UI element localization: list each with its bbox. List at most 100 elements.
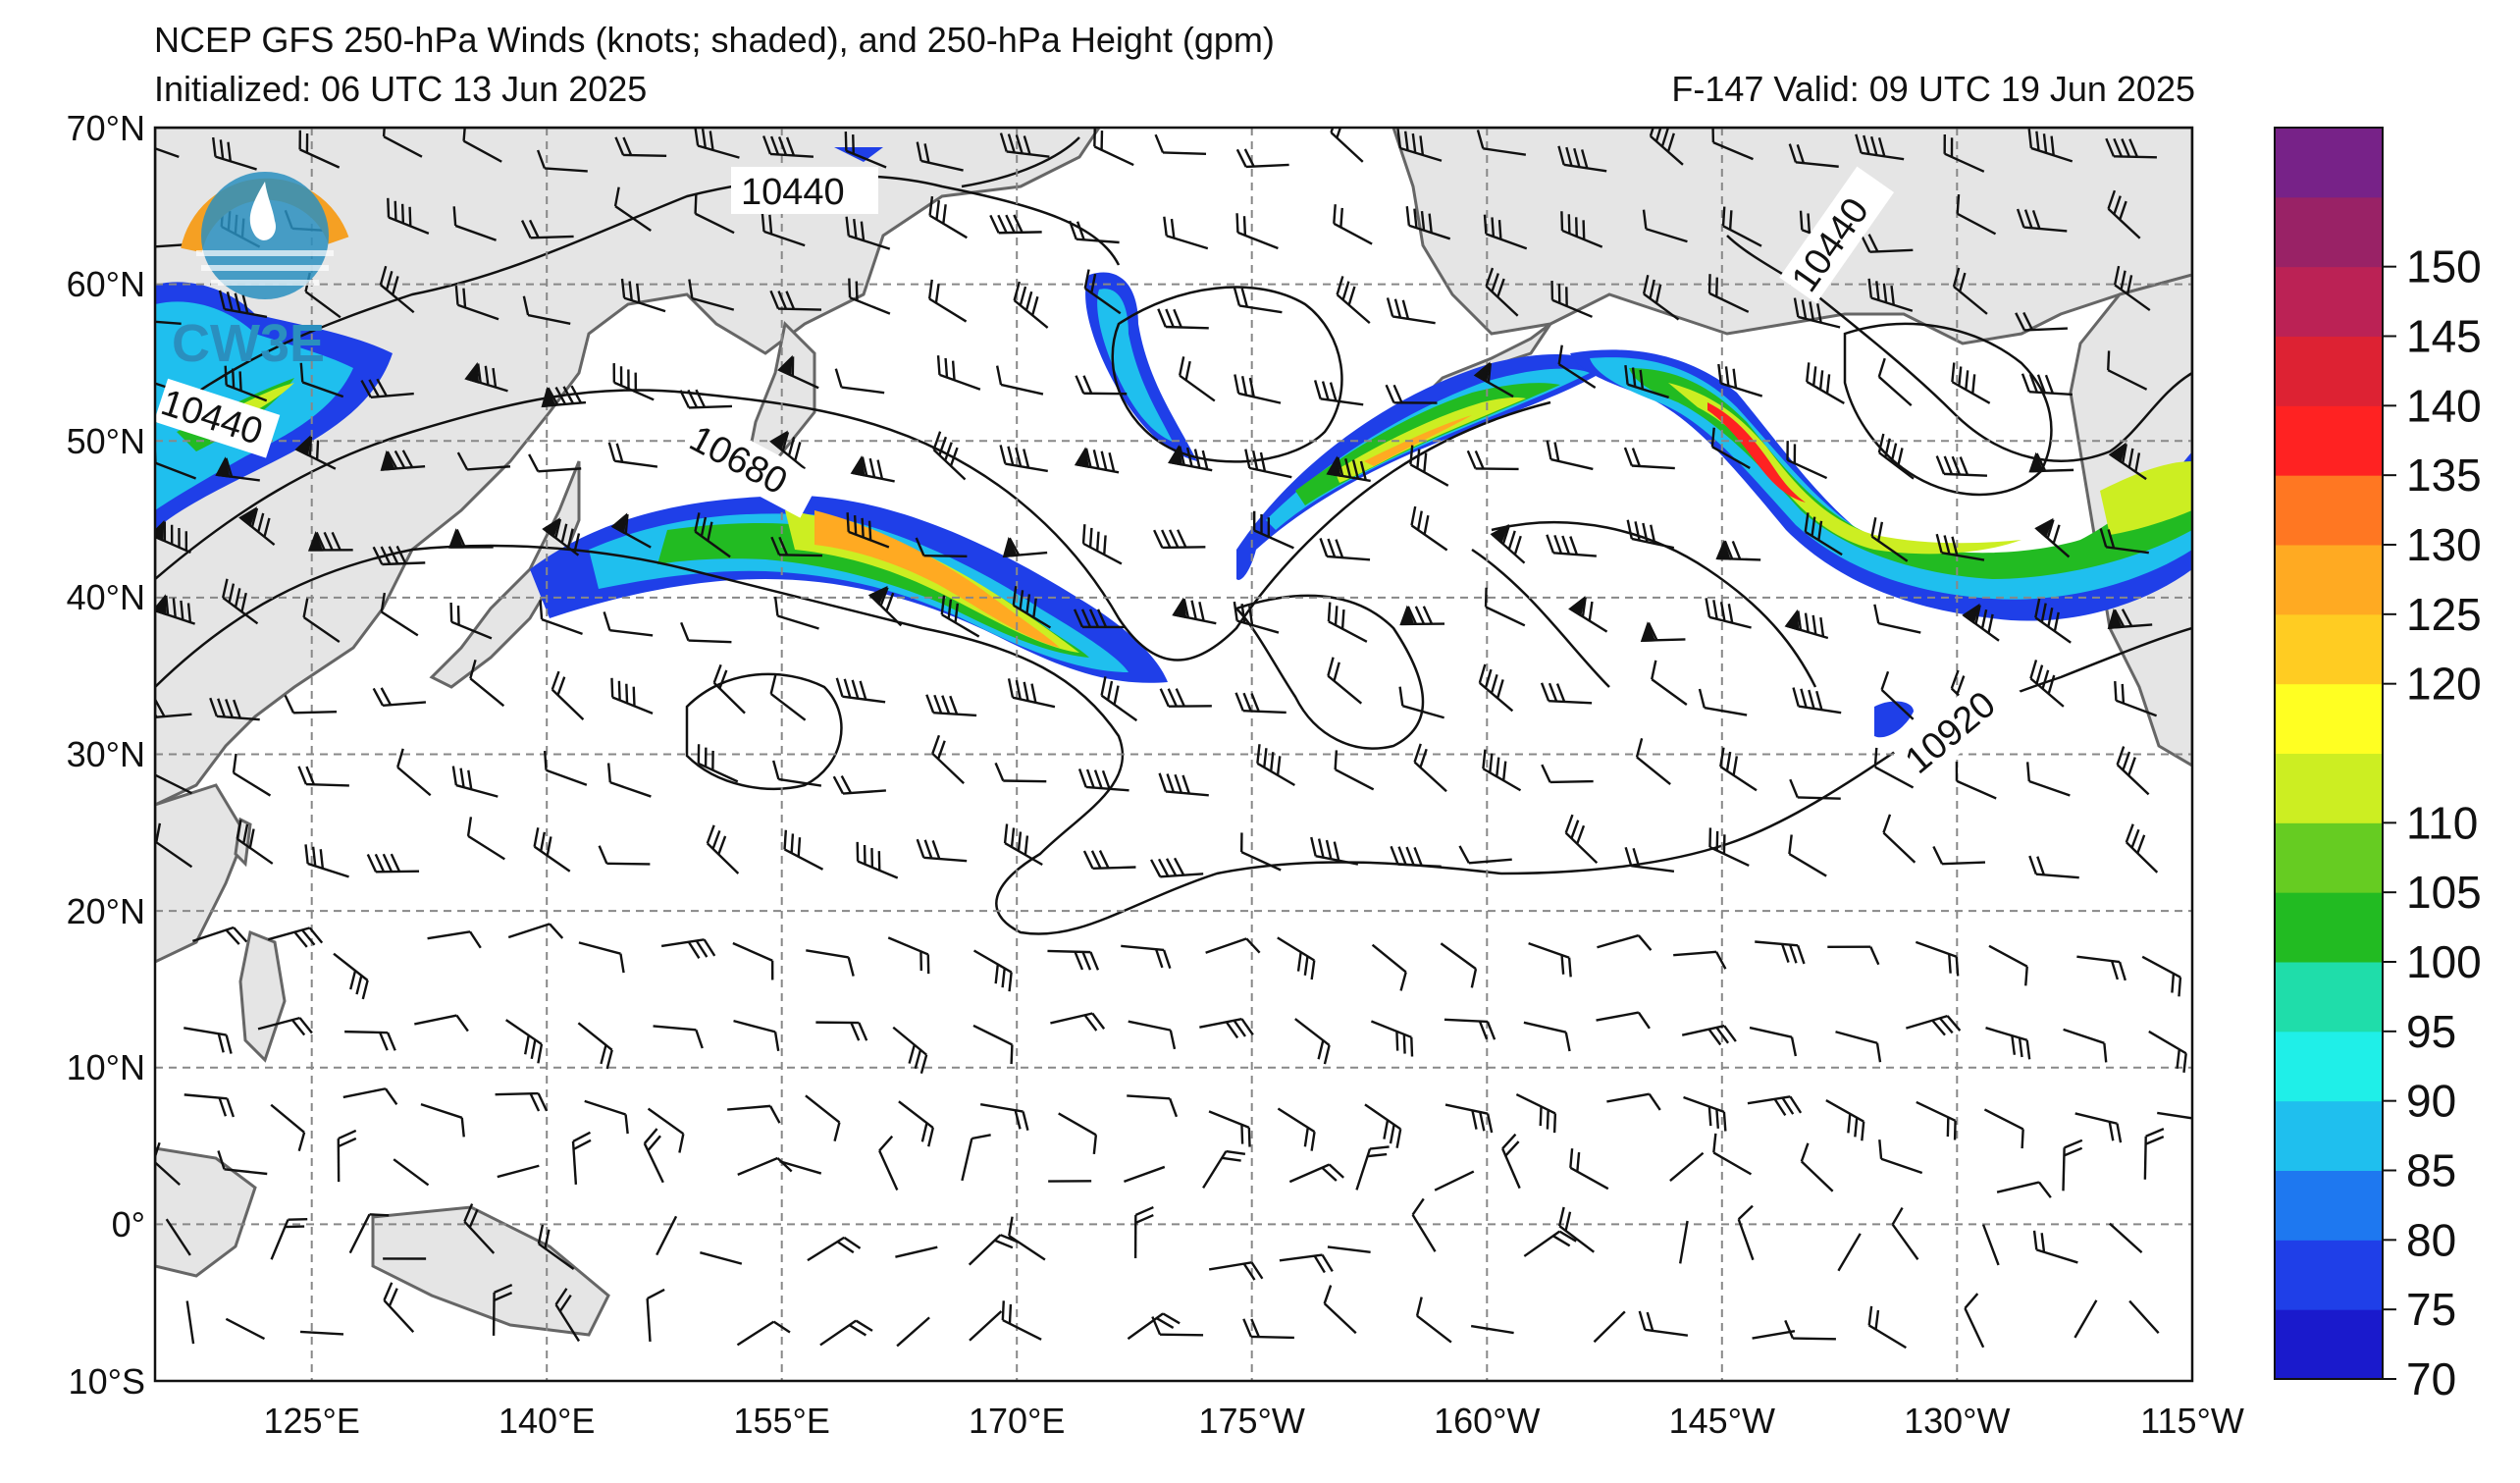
wind-barb xyxy=(1711,128,1754,161)
wind-barb xyxy=(1985,1027,2031,1060)
wind-barb xyxy=(1906,1014,1962,1036)
wind-barb xyxy=(1327,657,1363,705)
wind-barb xyxy=(1860,234,1914,253)
wind-barb xyxy=(1558,1206,1596,1253)
wind-barb xyxy=(257,1016,313,1036)
colorbar-tick-label: 95 xyxy=(2406,1006,2456,1057)
wind-barb xyxy=(783,829,824,871)
wind-barb xyxy=(1915,940,1960,977)
lat-label: 60°N xyxy=(67,264,145,304)
wind-barb xyxy=(1698,688,1748,716)
wind-barb xyxy=(1313,380,1364,406)
wind-barb xyxy=(603,611,654,637)
wind-barb xyxy=(1068,220,1120,244)
wind-barb xyxy=(1640,621,1686,642)
wind-barb xyxy=(1705,598,1752,629)
wind-barb xyxy=(1288,1163,1344,1184)
wind-barb xyxy=(1560,211,1603,248)
wind-barb xyxy=(1008,1216,1046,1261)
lat-label: 40°N xyxy=(67,577,145,617)
lon-label: 140°E xyxy=(499,1401,595,1441)
wind-barb xyxy=(1877,357,1913,407)
wind-barb xyxy=(1444,1103,1494,1134)
wind-barb xyxy=(815,1021,868,1041)
wind-barb xyxy=(606,763,652,798)
wind-barb xyxy=(344,1030,396,1051)
wind-barb xyxy=(539,600,583,636)
wind-barb xyxy=(1458,845,1512,865)
wind-barb xyxy=(1626,519,1675,550)
wind-barb xyxy=(1880,670,1915,720)
wind-barb xyxy=(1334,750,1375,791)
lon-label: 170°E xyxy=(969,1401,1065,1441)
wind-barb xyxy=(2021,373,2073,397)
wind-barb xyxy=(931,734,965,785)
colorbar-segment xyxy=(2275,613,2383,685)
wind-barb xyxy=(1073,609,1127,629)
wind-barb xyxy=(895,1245,938,1258)
wind-barb xyxy=(1737,1204,1755,1261)
wind-barb xyxy=(1712,1133,1753,1176)
wind-barb xyxy=(940,595,980,638)
wind-barb xyxy=(1624,846,1675,873)
wind-barb xyxy=(1127,1094,1179,1118)
wind-barb xyxy=(1319,538,1371,561)
wind-barb xyxy=(1240,832,1282,872)
wind-barb xyxy=(294,435,337,470)
wind-barb xyxy=(1715,539,1761,561)
wind-barb xyxy=(1873,604,1921,634)
wind-barb xyxy=(1827,945,1880,966)
wind-barb xyxy=(420,1102,465,1138)
wind-barb xyxy=(1755,940,1806,965)
wind-barb xyxy=(528,453,582,473)
wind-barb xyxy=(647,1107,685,1153)
wind-barb xyxy=(898,1100,934,1147)
wind-barb xyxy=(1410,505,1448,552)
wind-barb xyxy=(878,1135,899,1191)
wind-barb xyxy=(845,216,891,250)
wind-barb xyxy=(447,528,494,549)
wind-barb xyxy=(1242,1318,1294,1340)
wind-barb xyxy=(2143,1127,2165,1180)
wind-barb xyxy=(270,1218,308,1260)
colorbar-segment xyxy=(2275,1309,2383,1380)
wind-barb xyxy=(393,1158,430,1187)
wind-barb xyxy=(222,578,259,625)
wind-barb xyxy=(1540,682,1593,705)
wind-barb xyxy=(299,1330,344,1336)
wind-barb xyxy=(1935,533,1985,561)
wind-barb xyxy=(1550,281,1593,318)
lon-label: 160°W xyxy=(1434,1401,1540,1441)
jet-stream-shading xyxy=(155,147,2192,738)
wind-barb xyxy=(612,363,655,401)
wind-barb xyxy=(819,1319,873,1347)
colorbar-tick-label: 90 xyxy=(2406,1076,2456,1127)
colorbar-segment xyxy=(2275,266,2383,337)
wind-barb xyxy=(522,295,571,326)
wind-barb xyxy=(232,753,272,797)
wind-barb xyxy=(856,841,899,879)
wind-barb xyxy=(267,927,324,948)
wind-barb xyxy=(1159,688,1212,708)
wind-barb xyxy=(916,838,968,863)
wind-barb xyxy=(218,290,268,319)
wind-barb xyxy=(2029,660,2065,708)
wind-barb xyxy=(1649,128,1684,166)
wind-barb xyxy=(224,365,268,402)
wind-barb xyxy=(1202,1149,1246,1189)
map-plot-area: 10440 10440 10680 10440 10920 xyxy=(155,128,2192,1381)
wind-barb xyxy=(806,949,855,977)
wind-barb xyxy=(396,748,432,797)
wind-barb xyxy=(613,186,652,233)
wind-barb xyxy=(1717,363,1763,397)
colorbar-segment xyxy=(2275,196,2383,268)
wind-barb xyxy=(1528,942,1572,978)
wind-barb xyxy=(380,592,419,637)
wind-barb xyxy=(2125,823,2159,874)
wind-barb xyxy=(2027,129,2074,163)
wind-barb xyxy=(463,1203,496,1254)
wind-barb xyxy=(191,926,248,945)
lat-label: 50°N xyxy=(67,421,145,461)
colorbar-tick-label: 120 xyxy=(2406,659,2482,710)
wind-barb xyxy=(1490,523,1526,564)
